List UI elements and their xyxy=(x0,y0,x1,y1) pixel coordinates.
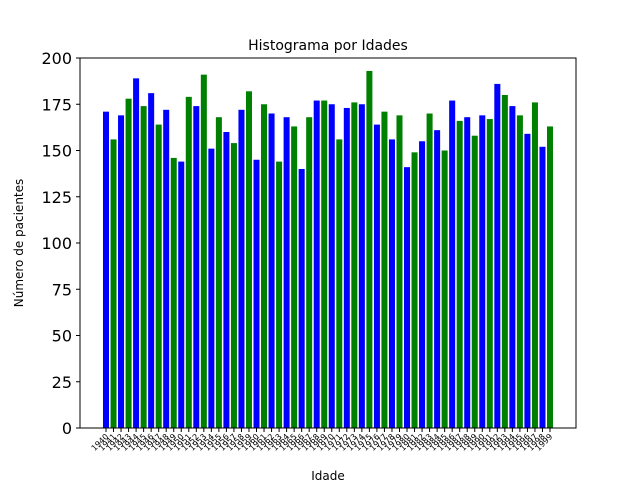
bar-1948 xyxy=(163,109,170,429)
bar-1960 xyxy=(253,159,260,428)
y-tick-label: 150 xyxy=(41,142,72,161)
bar-1954 xyxy=(208,148,215,428)
bar-1998 xyxy=(539,146,546,429)
bar-1973 xyxy=(351,102,358,429)
bar-1978 xyxy=(388,139,395,428)
bar-1993 xyxy=(501,95,508,428)
bar-1981 xyxy=(411,152,418,428)
y-tick-label: 100 xyxy=(41,234,72,253)
bar-1962 xyxy=(268,113,275,428)
bar-1984 xyxy=(434,130,441,428)
y-tick-label: 175 xyxy=(41,95,72,114)
bar-1970 xyxy=(328,104,335,428)
bar-1955 xyxy=(215,117,222,428)
bar-1958 xyxy=(238,109,245,429)
bar-1966 xyxy=(298,169,305,428)
bar-1979 xyxy=(396,115,403,428)
bar-1988 xyxy=(464,117,471,428)
bar-1986 xyxy=(449,100,456,429)
bar-1982 xyxy=(419,141,426,428)
bar-1977 xyxy=(381,111,388,429)
y-tick-label: 0 xyxy=(62,419,72,438)
y-axis-label: Número de pacientes xyxy=(12,179,26,308)
bar-1999 xyxy=(546,126,554,428)
bar-1997 xyxy=(531,102,538,429)
y-tick-label: 75 xyxy=(52,280,72,299)
bar-1980 xyxy=(404,167,411,428)
y-tick-label: 200 xyxy=(41,49,72,68)
y-tick-label: 125 xyxy=(41,188,72,207)
bar-1969 xyxy=(321,100,328,429)
bar-1953 xyxy=(200,74,207,429)
bar-1992 xyxy=(494,83,501,429)
bar-1976 xyxy=(373,124,380,428)
bar-1961 xyxy=(261,104,268,428)
bar-1967 xyxy=(306,117,313,428)
bar-1974 xyxy=(358,104,365,428)
bar-1947 xyxy=(155,124,162,428)
bar-1959 xyxy=(245,91,252,429)
bar-1965 xyxy=(291,126,298,428)
bar-1951 xyxy=(185,96,192,428)
bar-1957 xyxy=(230,143,237,428)
bar-1940 xyxy=(102,111,110,429)
x-axis-label: Idade xyxy=(311,469,345,480)
bar-1989 xyxy=(471,135,478,428)
bar-1943 xyxy=(125,98,132,428)
x-axis: 1940194119421943194419451946194719481949… xyxy=(90,428,554,453)
bar-1985 xyxy=(441,150,448,428)
bar-1941 xyxy=(110,139,117,428)
bar-1944 xyxy=(133,78,140,428)
bar-1950 xyxy=(178,161,185,428)
bar-1942 xyxy=(118,115,125,428)
bar-1990 xyxy=(479,115,486,428)
plot-frame xyxy=(79,57,577,429)
bar-1983 xyxy=(426,113,433,428)
bar-1971 xyxy=(336,139,343,428)
y-tick-label: 25 xyxy=(52,373,72,392)
bar-1945 xyxy=(140,106,147,428)
bar-1995 xyxy=(516,115,523,428)
chart-title: Histograma por Idades xyxy=(248,38,408,54)
bar-1952 xyxy=(193,106,200,428)
bar-1987 xyxy=(456,120,463,429)
bars-group xyxy=(102,70,554,429)
bar-1964 xyxy=(283,117,290,428)
bar-1963 xyxy=(276,161,283,428)
y-tick-label: 50 xyxy=(52,327,72,346)
y-axis: 0 25 50 75 100 125 150 175 200 xyxy=(41,49,80,438)
bar-1972 xyxy=(343,107,350,428)
bar-1991 xyxy=(486,119,493,429)
bar-1975 xyxy=(366,70,373,428)
bar-1968 xyxy=(313,100,320,429)
bar-1996 xyxy=(524,133,531,428)
bar-1949 xyxy=(170,157,177,428)
bar-1956 xyxy=(223,132,230,428)
bar-1946 xyxy=(148,93,155,429)
bar-1994 xyxy=(509,106,516,428)
